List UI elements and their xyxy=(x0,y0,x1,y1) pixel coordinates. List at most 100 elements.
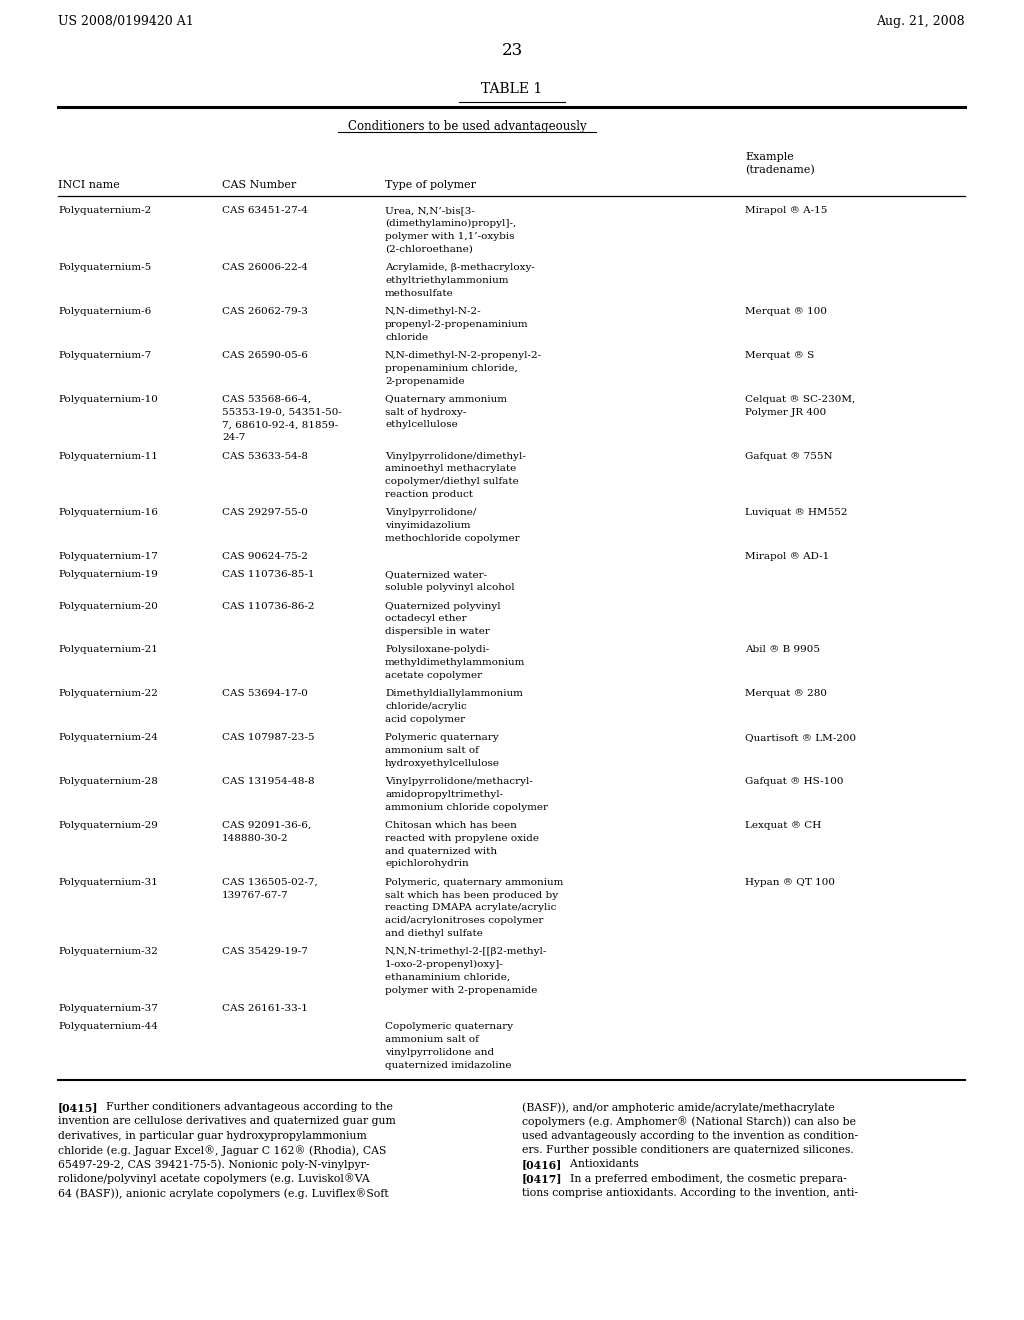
Text: ers. Further possible conditioners are quaternized silicones.: ers. Further possible conditioners are q… xyxy=(522,1144,854,1155)
Text: CAS 35429-19-7: CAS 35429-19-7 xyxy=(222,948,308,956)
Text: Quaternized water-: Quaternized water- xyxy=(385,570,487,579)
Text: Polyquaternium-44: Polyquaternium-44 xyxy=(58,1022,158,1031)
Text: Vinylpyrrolidone/methacryl-: Vinylpyrrolidone/methacryl- xyxy=(385,777,532,787)
Text: Polyquaternium-7: Polyquaternium-7 xyxy=(58,351,152,360)
Text: Polyquaternium-22: Polyquaternium-22 xyxy=(58,689,158,698)
Text: ammonium salt of: ammonium salt of xyxy=(385,746,479,755)
Text: (2-chloroethane): (2-chloroethane) xyxy=(385,246,473,253)
Text: ethyltriethylammonium: ethyltriethylammonium xyxy=(385,276,509,285)
Text: used advantageously according to the invention as condition-: used advantageously according to the inv… xyxy=(522,1131,858,1140)
Text: Hypan ® QT 100: Hypan ® QT 100 xyxy=(745,878,835,887)
Text: [0416]: [0416] xyxy=(522,1159,562,1171)
Text: Polymeric quaternary: Polymeric quaternary xyxy=(385,734,499,742)
Text: Polyquaternium-16: Polyquaternium-16 xyxy=(58,508,158,517)
Text: vinylpyrrolidone and: vinylpyrrolidone and xyxy=(385,1048,495,1057)
Text: N,N-dimethyl-N-2-: N,N-dimethyl-N-2- xyxy=(385,308,481,315)
Text: [0417]: [0417] xyxy=(522,1173,562,1184)
Text: copolymer/diethyl sulfate: copolymer/diethyl sulfate xyxy=(385,478,519,486)
Text: CAS 53568-66-4,: CAS 53568-66-4, xyxy=(222,395,311,404)
Text: Urea, N,N’-bis[3-: Urea, N,N’-bis[3- xyxy=(385,206,475,215)
Text: methosulfate: methosulfate xyxy=(385,289,454,298)
Text: CAS 26590-05-6: CAS 26590-05-6 xyxy=(222,351,308,360)
Text: Quaternary ammonium: Quaternary ammonium xyxy=(385,395,507,404)
Text: CAS 53694-17-0: CAS 53694-17-0 xyxy=(222,689,308,698)
Text: polymer with 1,1’-oxybis: polymer with 1,1’-oxybis xyxy=(385,232,514,242)
Text: CAS 26161-33-1: CAS 26161-33-1 xyxy=(222,1005,308,1012)
Text: chloride: chloride xyxy=(385,333,428,342)
Text: reacted with propylene oxide: reacted with propylene oxide xyxy=(385,834,539,843)
Text: Polyquaternium-17: Polyquaternium-17 xyxy=(58,552,158,561)
Text: Polymeric, quaternary ammonium: Polymeric, quaternary ammonium xyxy=(385,878,563,887)
Text: CAS 136505-02-7,: CAS 136505-02-7, xyxy=(222,878,317,887)
Text: dispersible in water: dispersible in water xyxy=(385,627,489,636)
Text: 1-oxo-2-propenyl)oxy]-: 1-oxo-2-propenyl)oxy]- xyxy=(385,960,504,969)
Text: ammonium chloride copolymer: ammonium chloride copolymer xyxy=(385,803,548,812)
Text: reacting DMAPA acrylate/acrylic: reacting DMAPA acrylate/acrylic xyxy=(385,903,556,912)
Text: 65497-29-2, CAS 39421-75-5). Nonionic poly-N-vinylpyr-: 65497-29-2, CAS 39421-75-5). Nonionic po… xyxy=(58,1159,370,1170)
Text: CAS Number: CAS Number xyxy=(222,180,296,190)
Text: Vinylpyrrolidone/dimethyl-: Vinylpyrrolidone/dimethyl- xyxy=(385,451,526,461)
Text: Polyquaternium-24: Polyquaternium-24 xyxy=(58,734,158,742)
Text: derivatives, in particular guar hydroxypropylammonium: derivatives, in particular guar hydroxyp… xyxy=(58,1131,367,1140)
Text: Merquat ® 280: Merquat ® 280 xyxy=(745,689,827,698)
Text: 148880-30-2: 148880-30-2 xyxy=(222,834,289,843)
Text: acid/acrylonitroses copolymer: acid/acrylonitroses copolymer xyxy=(385,916,544,925)
Text: CAS 110736-85-1: CAS 110736-85-1 xyxy=(222,570,314,579)
Text: Polyquaternium-31: Polyquaternium-31 xyxy=(58,878,158,887)
Text: epichlorohydrin: epichlorohydrin xyxy=(385,859,469,869)
Text: Polyquaternium-19: Polyquaternium-19 xyxy=(58,570,158,579)
Text: hydroxyethylcellulose: hydroxyethylcellulose xyxy=(385,759,500,768)
Text: methochloride copolymer: methochloride copolymer xyxy=(385,533,519,543)
Text: Abil ® B 9905: Abil ® B 9905 xyxy=(745,645,820,655)
Text: CAS 26006-22-4: CAS 26006-22-4 xyxy=(222,263,308,272)
Text: octadecyl ether: octadecyl ether xyxy=(385,614,467,623)
Text: US 2008/0199420 A1: US 2008/0199420 A1 xyxy=(58,15,194,28)
Text: Example: Example xyxy=(745,152,794,162)
Text: ammonium salt of: ammonium salt of xyxy=(385,1035,479,1044)
Text: Celquat ® SC-230M,: Celquat ® SC-230M, xyxy=(745,395,855,404)
Text: Polyquaternium-6: Polyquaternium-6 xyxy=(58,308,152,315)
Text: 55353-19-0, 54351-50-: 55353-19-0, 54351-50- xyxy=(222,408,342,417)
Text: methyldimethylammonium: methyldimethylammonium xyxy=(385,659,525,668)
Text: CAS 110736-86-2: CAS 110736-86-2 xyxy=(222,602,314,611)
Text: CAS 26062-79-3: CAS 26062-79-3 xyxy=(222,308,308,315)
Text: Acrylamide, β-methacryloxy-: Acrylamide, β-methacryloxy- xyxy=(385,263,535,272)
Text: Quartisoft ® LM-200: Quartisoft ® LM-200 xyxy=(745,734,856,742)
Text: copolymers (e.g. Amphomer® (National Starch)) can also be: copolymers (e.g. Amphomer® (National Sta… xyxy=(522,1117,856,1127)
Text: INCI name: INCI name xyxy=(58,180,120,190)
Text: N,N-dimethyl-N-2-propenyl-2-: N,N-dimethyl-N-2-propenyl-2- xyxy=(385,351,542,360)
Text: (BASF)), and/or amphoteric amide/acrylate/methacrylate: (BASF)), and/or amphoteric amide/acrylat… xyxy=(522,1102,835,1113)
Text: Quaternized polyvinyl: Quaternized polyvinyl xyxy=(385,602,501,611)
Text: CAS 131954-48-8: CAS 131954-48-8 xyxy=(222,777,314,787)
Text: N,N,N-trimethyl-2-[[β2-methyl-: N,N,N-trimethyl-2-[[β2-methyl- xyxy=(385,948,548,956)
Text: polymer with 2-propenamide: polymer with 2-propenamide xyxy=(385,986,538,995)
Text: Type of polymer: Type of polymer xyxy=(385,180,476,190)
Text: Polyquaternium-32: Polyquaternium-32 xyxy=(58,948,158,956)
Text: propenaminium chloride,: propenaminium chloride, xyxy=(385,364,518,372)
Text: 23: 23 xyxy=(502,42,522,59)
Text: ethylcellulose: ethylcellulose xyxy=(385,421,458,429)
Text: Copolymeric quaternary: Copolymeric quaternary xyxy=(385,1022,513,1031)
Text: 64 (BASF)), anionic acrylate copolymers (e.g. Luviflex®Soft: 64 (BASF)), anionic acrylate copolymers … xyxy=(58,1188,389,1199)
Text: Polyquaternium-10: Polyquaternium-10 xyxy=(58,395,158,404)
Text: Conditioners to be used advantageously: Conditioners to be used advantageously xyxy=(348,120,587,133)
Text: Gafquat ® HS-100: Gafquat ® HS-100 xyxy=(745,777,844,787)
Text: and quaternized with: and quaternized with xyxy=(385,846,497,855)
Text: [0415]: [0415] xyxy=(58,1102,98,1113)
Text: In a preferred embodiment, the cosmetic prepara-: In a preferred embodiment, the cosmetic … xyxy=(563,1173,847,1184)
Text: Polyquaternium-20: Polyquaternium-20 xyxy=(58,602,158,611)
Text: acetate copolymer: acetate copolymer xyxy=(385,671,482,680)
Text: Polyquaternium-2: Polyquaternium-2 xyxy=(58,206,152,215)
Text: reaction product: reaction product xyxy=(385,490,473,499)
Text: Mirapol ® AD-1: Mirapol ® AD-1 xyxy=(745,552,829,561)
Text: chloride (e.g. Jaguar Excel®, Jaguar C 162® (Rhodia), CAS: chloride (e.g. Jaguar Excel®, Jaguar C 1… xyxy=(58,1144,386,1156)
Text: 2-propenamide: 2-propenamide xyxy=(385,376,465,385)
Text: Polyquaternium-5: Polyquaternium-5 xyxy=(58,263,152,272)
Text: and diethyl sulfate: and diethyl sulfate xyxy=(385,929,483,939)
Text: CAS 53633-54-8: CAS 53633-54-8 xyxy=(222,451,308,461)
Text: Chitosan which has been: Chitosan which has been xyxy=(385,821,517,830)
Text: soluble polyvinyl alcohol: soluble polyvinyl alcohol xyxy=(385,583,515,593)
Text: Mirapol ® A-15: Mirapol ® A-15 xyxy=(745,206,827,215)
Text: quaternized imidazoline: quaternized imidazoline xyxy=(385,1061,512,1069)
Text: Polyquaternium-21: Polyquaternium-21 xyxy=(58,645,158,655)
